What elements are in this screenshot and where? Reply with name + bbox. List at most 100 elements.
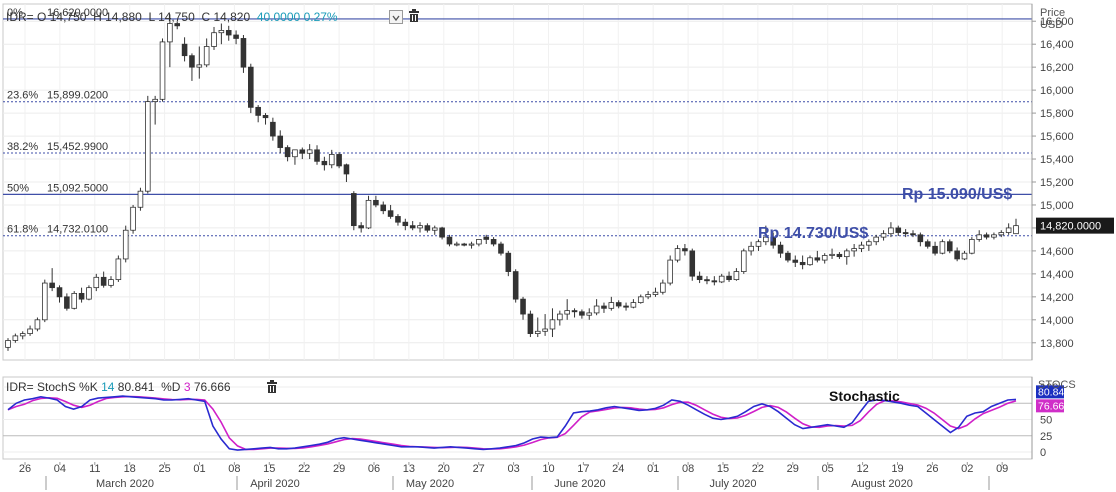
candle-up (130, 206, 136, 231)
candle-up (763, 236, 769, 243)
price-unit-line1: Price (1040, 7, 1066, 19)
candle-up (829, 253, 835, 256)
candle-up (34, 319, 41, 330)
price-tick-label: 16,200 (1040, 62, 1074, 74)
stoch-axis-title: STOCS (1038, 379, 1076, 391)
price-tick-label: 15,800 (1040, 108, 1074, 120)
fib-percent-label: 61.8% (7, 224, 38, 236)
candle-down (498, 243, 504, 254)
candle-up (888, 227, 894, 235)
candle-up (203, 46, 210, 66)
candle-up (674, 248, 681, 261)
stoch-tick-label: 0 (1040, 447, 1046, 459)
candle-up (858, 244, 865, 250)
candle-up (593, 305, 600, 314)
candle-down (181, 43, 188, 57)
candle-down (983, 234, 990, 238)
price-tick-label: 15,000 (1040, 200, 1074, 212)
month-label: August 2020 (851, 478, 913, 490)
stoch-tick-label: 50 (1040, 415, 1052, 427)
candle-down (711, 280, 718, 283)
date-tick-label: 01 (193, 463, 205, 475)
candle-up (939, 241, 946, 254)
price-tick-label: 14,600 (1040, 246, 1074, 258)
date-tick-label: 24 (612, 463, 624, 475)
candle-up (115, 258, 122, 281)
candle-down (409, 225, 416, 229)
candle-down (726, 275, 732, 281)
date-tick-label: 15 (263, 463, 275, 475)
month-label: July 2020 (709, 478, 756, 490)
candle-up (748, 245, 754, 252)
candle-up (637, 296, 644, 303)
date-tick-label: 08 (228, 463, 240, 475)
candle-down (682, 248, 688, 252)
candle-up (851, 248, 857, 252)
stoch-k-line (7, 395, 1017, 451)
fib-value-label: 14,732.0100 (47, 224, 108, 236)
candle-down (902, 232, 909, 235)
high-value: 14,880 (105, 10, 142, 24)
candle-up (196, 64, 203, 68)
open-label: O (37, 10, 47, 24)
open-value: 14,750 (49, 10, 87, 24)
price-unit-line2: USD (1040, 19, 1064, 31)
candle-up (660, 282, 666, 293)
price-tick-label: 16,400 (1040, 39, 1074, 51)
candle-down (799, 261, 806, 266)
candle-down (512, 271, 519, 300)
candle-down (380, 204, 387, 212)
candle-up (549, 319, 556, 330)
date-tick-label: 29 (333, 463, 345, 475)
candle-up (19, 333, 26, 337)
candle-up (41, 282, 48, 321)
candle-up (821, 255, 828, 261)
price-axis: 13,80014,00014,20014,40014,60014,80015,0… (1031, 4, 1074, 360)
stoch-legend: IDR= StochS %K 14 80.841 %D 3 76.666 (6, 380, 231, 394)
annotation-low-level: Rp 14.730/US$ (758, 225, 869, 242)
candle-down (262, 114, 269, 119)
price-tick-label: 16,000 (1040, 85, 1074, 97)
candle-up (843, 250, 850, 258)
k-tag-bg (1036, 385, 1064, 399)
trash-icon[interactable] (266, 380, 278, 399)
candle-up (93, 276, 100, 289)
chevron-down-icon[interactable] (389, 10, 403, 24)
candle-down (314, 149, 320, 162)
trash-icon[interactable] (408, 9, 420, 28)
candle-up (534, 330, 541, 334)
candle-up (218, 30, 225, 34)
candle-up (652, 291, 659, 295)
candle-down (814, 257, 821, 261)
candle-up (27, 328, 33, 334)
candle-up (630, 302, 637, 308)
candle-down (792, 259, 799, 263)
candle-down (571, 310, 578, 313)
candle-up (86, 287, 92, 300)
month-label: March 2020 (96, 478, 154, 490)
candle-down (373, 199, 379, 206)
date-tick-label: 04 (54, 463, 66, 475)
candle-down (277, 135, 284, 148)
date-tick-label: 03 (507, 463, 519, 475)
price-tick-label: 13,800 (1040, 338, 1074, 350)
candle-down (395, 216, 401, 223)
price-tick-label: 15,400 (1040, 154, 1074, 166)
candle-up (5, 340, 11, 348)
candle-down (424, 225, 431, 231)
date-tick-label: 06 (368, 463, 380, 475)
candle-down (895, 227, 902, 233)
date-tick-label: 02 (961, 463, 973, 475)
candle-up (108, 279, 114, 286)
candle-down (351, 193, 357, 227)
fib-percent-label: 23.6% (7, 90, 38, 102)
candle-up (557, 313, 563, 321)
candle-up (1005, 227, 1012, 233)
candle-down (689, 250, 696, 277)
date-tick-label: 11 (89, 463, 100, 475)
fib-percent-label: 0% (7, 7, 23, 19)
price-tick-label: 15,600 (1040, 131, 1074, 143)
date-tick-label: 20 (438, 463, 450, 475)
candlestick-series (5, 14, 1019, 351)
candle-up (328, 154, 335, 166)
